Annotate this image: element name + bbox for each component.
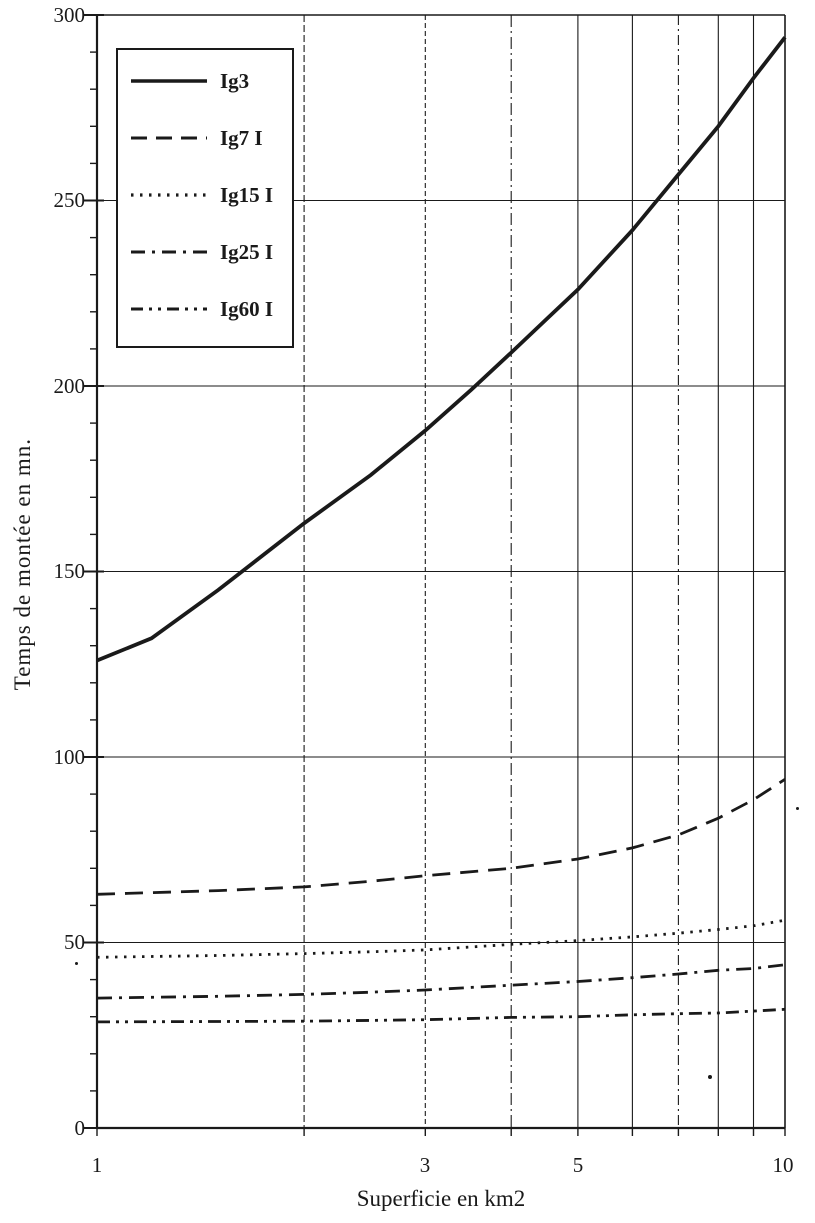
legend-item-ig7: Ig7 I bbox=[118, 125, 292, 151]
legend-item-ig25: Ig25 I bbox=[118, 239, 292, 265]
x-axis-title: Superficie en km2 bbox=[356, 1186, 526, 1211]
legend-label: Ig60 I bbox=[220, 297, 274, 321]
legend-line-dashdotdot-icon bbox=[131, 307, 207, 311]
legend-label: Ig25 I bbox=[220, 240, 274, 264]
legend-line-dashed-icon bbox=[131, 136, 207, 140]
legend-item-ig3: Ig3 bbox=[118, 68, 292, 94]
y-tick-label-200: 200 bbox=[53, 374, 86, 398]
legend-label: Ig3 bbox=[220, 69, 250, 93]
y-tick-label-250: 250 bbox=[53, 188, 86, 212]
legend-line-dotted-icon bbox=[131, 193, 207, 197]
y-tick-label-50: 50 bbox=[64, 930, 85, 954]
legend-item-ig60: Ig60 I bbox=[118, 296, 292, 322]
y-tick-label-300: 300 bbox=[53, 3, 86, 27]
x-tick-label-3: 3 bbox=[419, 1153, 431, 1177]
legend-label: Ig15 I bbox=[220, 183, 274, 207]
x-tick-label-5: 5 bbox=[572, 1153, 584, 1177]
y-tick-label-150: 150 bbox=[53, 559, 86, 583]
legend-label: Ig7 I bbox=[220, 126, 263, 150]
x-tick-label-1: 1 bbox=[91, 1153, 103, 1177]
legend-line-dashdot-icon bbox=[131, 250, 207, 254]
legend-line-solid-icon bbox=[131, 79, 207, 83]
legend-box: Ig3 Ig7 I Ig15 I Ig25 I Ig60 I bbox=[116, 48, 294, 348]
scan-speck bbox=[75, 962, 78, 965]
y-axis-title: Temps de montée en mn. bbox=[10, 438, 35, 691]
legend-item-ig15: Ig15 I bbox=[118, 182, 292, 208]
scan-speck bbox=[796, 807, 799, 810]
x-tick-label-10: 10 bbox=[772, 1153, 794, 1177]
y-tick-label-0: 0 bbox=[74, 1116, 86, 1140]
y-tick-label-100: 100 bbox=[53, 745, 86, 769]
scan-speck bbox=[708, 1075, 712, 1079]
